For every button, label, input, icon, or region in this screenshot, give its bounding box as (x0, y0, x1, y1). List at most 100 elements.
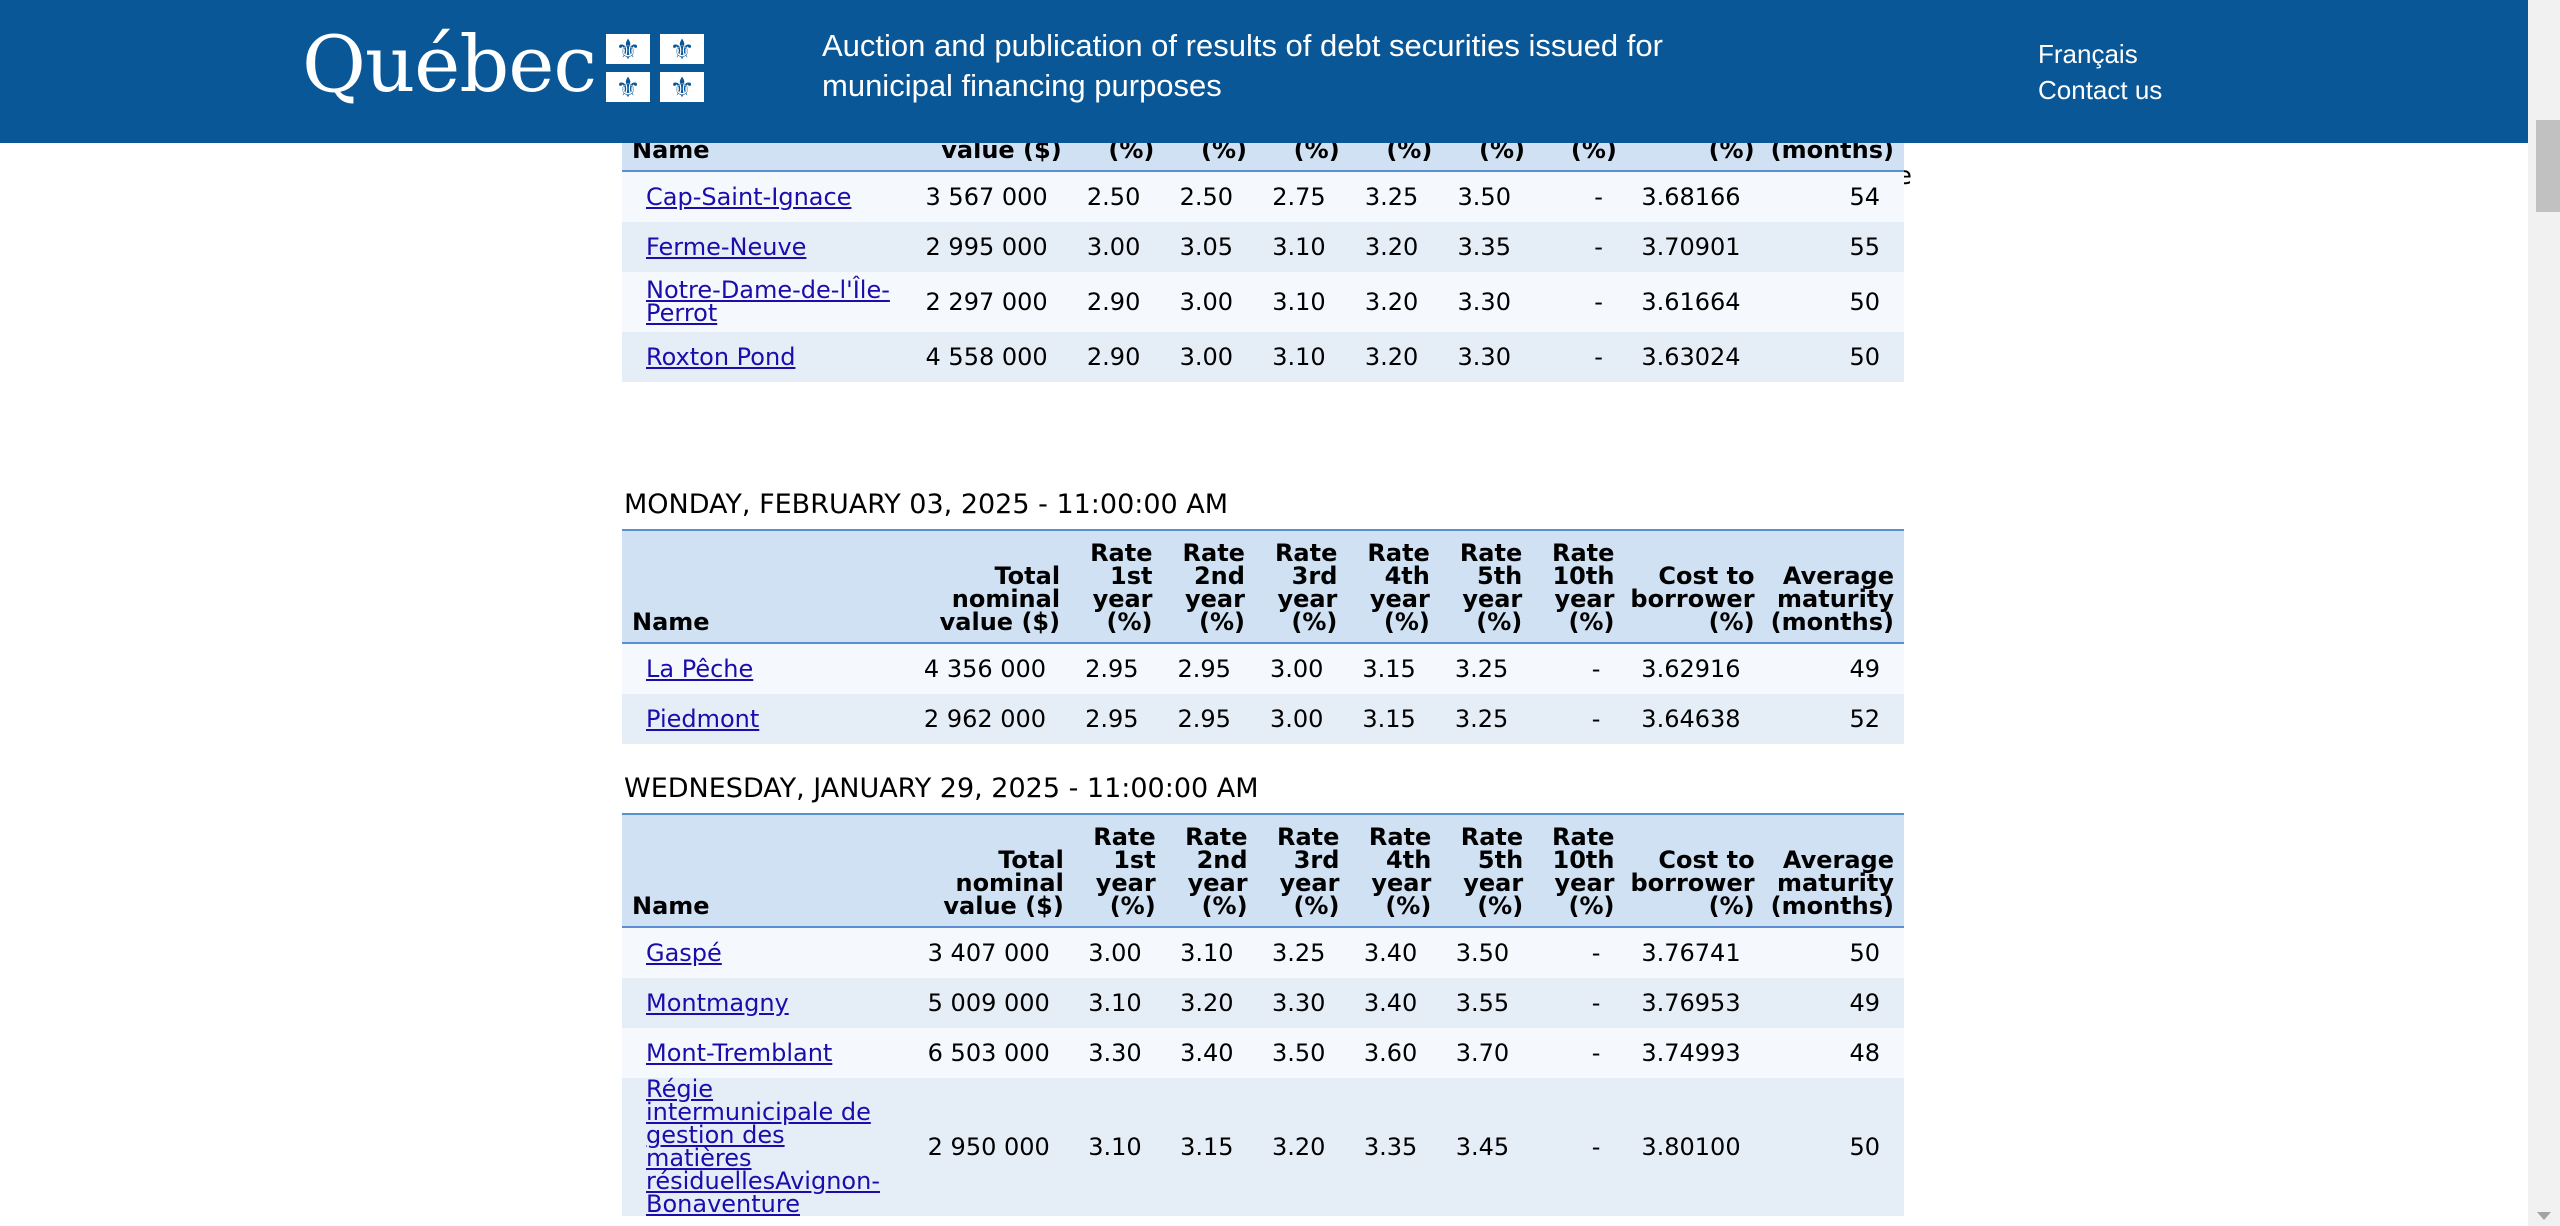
header-links: Français Contact us (2038, 36, 2162, 108)
value-cell-cost: 3.80100 (1624, 1078, 1765, 1216)
col-header: Name (622, 814, 920, 927)
municipality-cell: Régie intermunicipale de gestion des mat… (622, 1075, 920, 1218)
value-cell-cost: 3.76953 (1624, 978, 1765, 1028)
value-cell-cost: 3.64638 (1624, 694, 1765, 744)
col-header: Rate 5th year (%) (1439, 530, 1533, 643)
value-cell-r2: 3.00 (1164, 332, 1257, 382)
value-cell-total: 3 407 000 (919, 927, 1074, 978)
municipality-link[interactable]: Roxton Pond (646, 342, 796, 371)
value-cell-avg: 49 (1764, 643, 1904, 694)
value-cell-total: 5 009 000 (919, 978, 1074, 1028)
value-cell-avg: 50 (1764, 1078, 1904, 1216)
col-header: Total nominal value ($) (914, 530, 1071, 643)
value-cell-r10: - (1532, 643, 1625, 694)
col-header: Rate 10th year (%) (1532, 530, 1625, 643)
col-header: Rate 3rd year (%) (1254, 530, 1348, 643)
municipality-cell: Gaspé (622, 927, 920, 978)
results-content: Name value ($) (%) (%) (%) (%) (%) (%) (… (622, 143, 1904, 1226)
value-cell-cost: 3.70901 (1626, 222, 1765, 272)
municipality-cell: Notre-Dame-de-l'Île-Perrot (622, 272, 917, 332)
col-header: Rate 4th year (%) (1349, 814, 1442, 927)
municipality-cell: Cap-Saint-Ignace (622, 171, 917, 222)
value-cell-r3: 3.00 (1254, 643, 1348, 694)
value-cell-r1: 3.00 (1073, 927, 1166, 978)
col-header: Rate 2nd year (%) (1165, 814, 1258, 927)
scroll-down-arrow-icon[interactable] (2537, 1212, 2551, 1220)
municipality-link[interactable]: Piedmont (646, 704, 760, 733)
municipality-link[interactable]: Cap-Saint-Ignace (646, 182, 852, 211)
municipality-link[interactable]: Ferme-Neuve (646, 232, 807, 261)
auction-date: WEDNESDAY, JANUARY 29, 2025 - 11:00:00 A… (624, 773, 1259, 804)
value-cell-avg: 50 (1764, 332, 1904, 382)
col-header: Rate 3rd year (%) (1257, 814, 1350, 927)
value-cell-avg: 50 (1764, 272, 1904, 332)
col-header: Rate 4th year (%) (1347, 530, 1440, 643)
value-cell-r5: 3.30 (1442, 332, 1535, 382)
value-cell-r4: 3.15 (1347, 643, 1440, 694)
value-cell-r4: 3.15 (1347, 694, 1440, 744)
col-header: value ($) (916, 143, 1072, 171)
value-cell-r2: 2.50 (1164, 171, 1257, 222)
municipality-link[interactable]: Notre-Dame-de-l'Île-Perrot (646, 276, 890, 327)
table-header-row: Name value ($) (%) (%) (%) (%) (%) (%) (… (622, 143, 1904, 171)
col-header: Rate 2nd year (%) (1162, 530, 1255, 643)
value-cell-r3: 3.10 (1257, 272, 1350, 332)
municipality-cell: Piedmont (622, 694, 915, 744)
municipality-link[interactable]: Régie intermunicipale de gestion des mat… (646, 1075, 880, 1218)
value-cell-r2: 3.40 (1165, 1028, 1258, 1078)
value-cell-r3: 3.25 (1257, 927, 1350, 978)
col-header: Rate 1st year (%) (1073, 814, 1166, 927)
value-cell-r10: - (1534, 272, 1627, 332)
value-cell-r3: 3.00 (1254, 694, 1348, 744)
municipality-link[interactable]: Montmagny (646, 988, 789, 1017)
value-cell-r2: 3.15 (1165, 1078, 1258, 1216)
value-cell-r1: 3.10 (1073, 1078, 1166, 1216)
value-cell-r5: 3.50 (1442, 171, 1535, 222)
contact-link[interactable]: Contact us (2038, 75, 2163, 105)
table-header-row: Name Total nominal value ($) Rate 1st ye… (622, 530, 1904, 643)
value-cell-r2: 3.00 (1164, 272, 1257, 332)
municipality-link[interactable]: La Pêche (646, 654, 754, 683)
logo-wordmark: Québec (302, 20, 597, 110)
value-cell-r1: 2.95 (1070, 643, 1163, 694)
col-header: (%) (1349, 143, 1443, 171)
value-cell-r4: 3.20 (1349, 222, 1443, 272)
col-header: (%) (1626, 143, 1765, 171)
col-header: Name (622, 530, 915, 643)
value-cell-total: 6 503 000 (919, 1028, 1074, 1078)
value-cell-r2: 3.10 (1165, 927, 1258, 978)
table-row: Mont-Tremblant 6 503 000 3.30 3.40 3.50 3.60 3… (622, 1028, 1904, 1078)
value-cell-r5: 3.25 (1439, 643, 1533, 694)
value-cell-r1: 2.50 (1071, 171, 1165, 222)
language-link[interactable]: Français (2038, 39, 2138, 69)
value-cell-r4: 3.60 (1349, 1028, 1442, 1078)
value-cell-total: 2 950 000 (919, 1078, 1074, 1216)
value-cell-r5: 3.50 (1441, 927, 1534, 978)
municipality-link[interactable]: Gaspé (646, 938, 722, 967)
value-cell-r10: - (1533, 1028, 1625, 1078)
value-cell-r5: 3.25 (1439, 694, 1533, 744)
value-cell-avg: 55 (1764, 222, 1904, 272)
value-cell-r10: - (1533, 927, 1625, 978)
value-cell-r1: 2.90 (1071, 272, 1165, 332)
value-cell-r2: 3.20 (1165, 978, 1258, 1028)
scrollbar-thumb[interactable] (2536, 120, 2560, 212)
value-cell-avg: 49 (1764, 978, 1904, 1028)
value-cell-r3: 3.10 (1257, 222, 1350, 272)
value-cell-total: 4 356 000 (914, 643, 1071, 694)
value-cell-r1: 3.10 (1073, 978, 1166, 1028)
col-header: Cost to borrower (%) (1624, 814, 1765, 927)
col-header: Rate 10th year (%) (1533, 814, 1625, 927)
value-cell-r3: 3.50 (1257, 1028, 1350, 1078)
page-scrollbar[interactable] (2528, 0, 2560, 1226)
table-row: Montmagny 5 009 000 3.10 3.20 3.30 3.40 3.55-3… (622, 978, 1904, 1028)
value-cell-cost: 3.63024 (1626, 332, 1765, 382)
col-header: Rate 5th year (%) (1441, 814, 1534, 927)
value-cell-r5: 3.45 (1441, 1078, 1534, 1216)
value-cell-r5: 3.70 (1441, 1028, 1534, 1078)
value-cell-r10: - (1534, 222, 1627, 272)
results-table: Name value ($) (%) (%) (%) (%) (%) (%) (… (622, 143, 1904, 382)
municipality-link[interactable]: Mont-Tremblant (646, 1038, 833, 1067)
auction-date: MONDAY, FEBRUARY 03, 2025 - 11:00:00 AM (624, 489, 1229, 520)
value-cell-total: 2 962 000 (914, 694, 1071, 744)
